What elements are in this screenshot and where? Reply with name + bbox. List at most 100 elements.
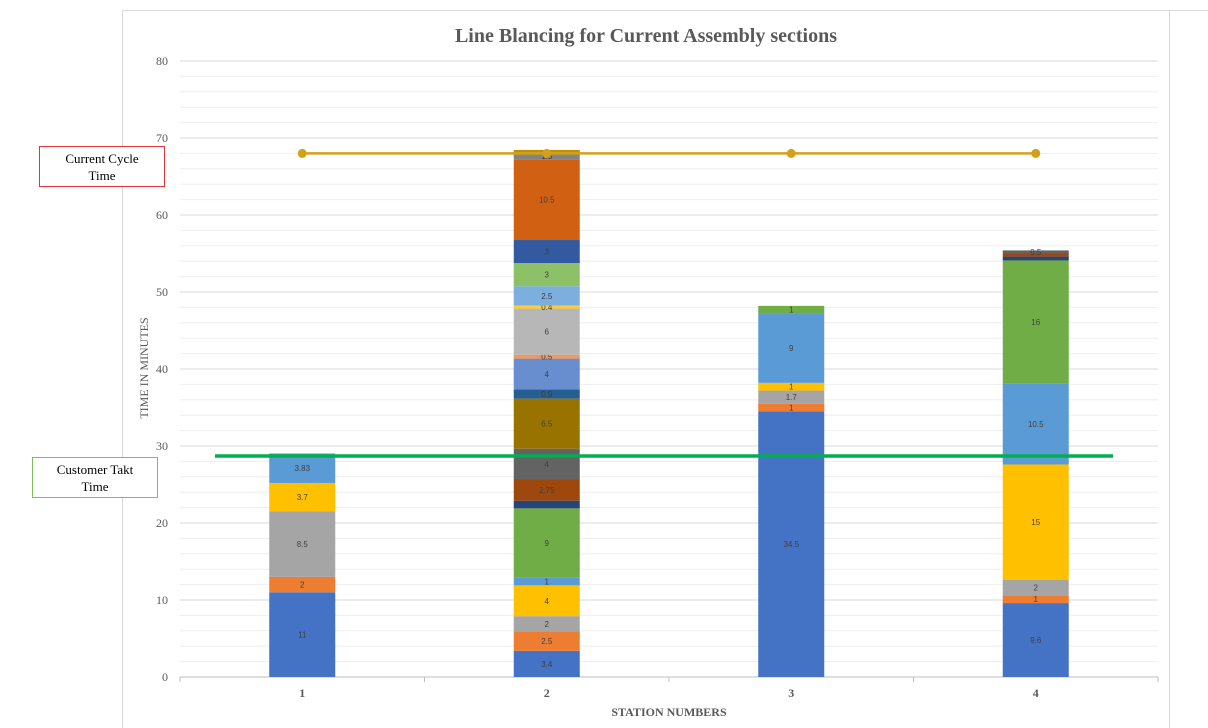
y-tick-label: 0 [162, 670, 168, 684]
segment-label: 8.5 [297, 540, 309, 549]
segment-label: 9 [545, 539, 550, 548]
bar-segment [269, 576, 336, 593]
bar-segment [513, 616, 580, 632]
segment-label: 1 [545, 578, 550, 587]
bar-segment [1002, 260, 1069, 384]
bar-segment [758, 390, 825, 404]
segment-label: 0.5 [1030, 248, 1042, 257]
segment-label: 15 [1031, 518, 1040, 527]
bar-segment [513, 358, 580, 390]
bar-segment [758, 403, 825, 412]
bar-segment [513, 305, 580, 309]
bar-segment [513, 577, 580, 586]
bar-segment [513, 508, 580, 578]
segment-label: 9.6 [1030, 636, 1042, 645]
bar-segment [513, 308, 580, 355]
segment-label: 1.7 [786, 393, 798, 402]
y-tick-label: 30 [156, 439, 168, 453]
segment-label: 0.9 [541, 390, 553, 399]
bar-segment [513, 354, 580, 359]
segment-label: 9 [789, 344, 794, 353]
segment-label: 4 [545, 460, 550, 469]
x-tick-label: 4 [1033, 686, 1039, 700]
bar-segment [758, 382, 825, 391]
cycle-time-marker [542, 148, 552, 158]
segment-label: 0.5 [541, 353, 553, 362]
bar-segment [1002, 579, 1069, 596]
y-tick-label: 60 [156, 208, 168, 222]
bar-segment [513, 263, 580, 287]
segment-label: 2 [545, 620, 550, 629]
bar-segment [758, 313, 825, 383]
gridlines [180, 60, 1158, 678]
segment-label: 34.5 [783, 540, 799, 549]
y-axis-ticks: 0 10 20 30 40 50 60 70 80 [156, 54, 168, 684]
bar-segment [513, 479, 580, 501]
bar-segment [513, 448, 580, 480]
segment-label: 1 [789, 404, 794, 413]
segment-label: 3 [545, 271, 550, 280]
bar-segment [513, 389, 580, 399]
segment-label: 0.4 [541, 303, 553, 312]
reference-lines [215, 148, 1113, 458]
cycle-label-line1: Current Cycle [65, 150, 139, 166]
bar-segment [513, 500, 580, 509]
bar-segment [1002, 383, 1069, 465]
x-tick-label: 2 [544, 686, 550, 700]
y-tick-label: 20 [156, 516, 168, 530]
bar-segment [269, 453, 336, 483]
bar-segment [513, 650, 580, 677]
top-border-line [1170, 10, 1208, 11]
bar-segment [269, 592, 336, 677]
segment-label: 2.5 [541, 637, 553, 646]
segment-label: 2 [300, 581, 305, 590]
segment-label: 1 [1034, 595, 1039, 604]
segment-label: 6 [545, 328, 550, 337]
y-tick-label: 10 [156, 593, 168, 607]
segment-label: 4 [545, 597, 550, 606]
cycle-time-marker [786, 148, 796, 158]
x-tick-label: 1 [299, 686, 305, 700]
segment-label: 3.83 [294, 464, 310, 473]
takt-label-line2: Time [81, 478, 109, 494]
y-tick-label: 50 [156, 285, 168, 299]
segment-label: 11 [298, 631, 307, 640]
y-tick-label: 70 [156, 131, 168, 145]
segment-label: 2.5 [541, 292, 553, 301]
x-tick-label: 3 [788, 686, 794, 700]
segment-label: 16 [1031, 318, 1040, 327]
segment-label: 6.5 [541, 420, 553, 429]
cycle-time-marker [297, 148, 307, 158]
bar-segment [269, 482, 336, 512]
bar-segment [1002, 250, 1069, 254]
bar-segment [1002, 256, 1069, 261]
segment-label: 1 [789, 383, 794, 392]
cycle-label-line2: Time [88, 167, 116, 183]
segment-label: 3 [545, 248, 550, 257]
bar-segment [758, 305, 825, 314]
customer-takt-time-label: Customer Takt Time [32, 457, 158, 498]
chart-frame [122, 10, 1170, 728]
x-axis-title: STATION NUMBERS [611, 705, 727, 719]
bar-segment [513, 159, 580, 241]
y-tick-label: 40 [156, 362, 168, 376]
x-axis-ticks: 1 2 3 4 [179, 677, 1159, 700]
y-axis-title: TIME IN MINUTES [137, 317, 151, 418]
bar-segment [1002, 595, 1069, 604]
segment-label: 3.4 [541, 660, 553, 669]
segment-label: 10.5 [539, 196, 555, 205]
bar-segment [513, 240, 580, 264]
segment-label: 2.75 [539, 486, 555, 495]
bar-segment [513, 286, 580, 306]
segment-label: 4 [545, 370, 550, 379]
bar-segment [513, 398, 580, 449]
bar-segment [513, 585, 580, 617]
bar-segment [1002, 253, 1069, 257]
cycle-time-marker [1031, 148, 1041, 158]
bar-segment [1002, 464, 1069, 580]
segment-label: 10.5 [1028, 420, 1044, 429]
bars: 1128.53.73.833.42.524192.7546.50.940.560… [269, 149, 1069, 677]
segment-label: 3.7 [297, 493, 309, 502]
current-cycle-time-label: Current Cycle Time [39, 146, 165, 187]
